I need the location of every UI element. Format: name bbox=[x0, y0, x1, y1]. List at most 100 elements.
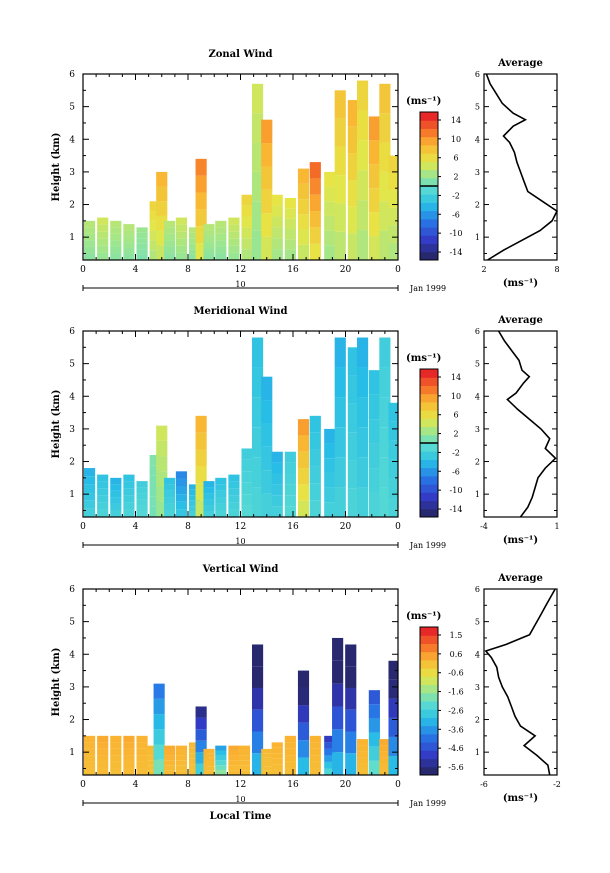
data-column-25-seg-4 bbox=[356, 751, 369, 758]
data-column-15-seg-3 bbox=[238, 760, 251, 766]
data-column-25-seg-3 bbox=[356, 757, 369, 764]
colorbar-swatch bbox=[420, 144, 438, 154]
data-column-13-seg-5 bbox=[215, 227, 227, 234]
data-column-27-seg-5 bbox=[379, 113, 391, 143]
data-column-24-seg-2 bbox=[347, 206, 359, 234]
data-column-2-seg-2 bbox=[97, 245, 109, 253]
average-y-tick-label: 1 bbox=[475, 748, 480, 757]
data-column-15-seg-1 bbox=[241, 505, 253, 517]
average-y-tick-label: 2 bbox=[475, 201, 480, 210]
data-column-3-seg-3 bbox=[110, 240, 122, 247]
average-x-tick-label: 2 bbox=[481, 265, 486, 274]
data-column-10-seg-3 bbox=[188, 500, 201, 507]
data-column-7-seg-5 bbox=[153, 698, 165, 715]
data-columns bbox=[83, 337, 398, 517]
data-column-28-seg-1 bbox=[388, 497, 398, 517]
data-column-16-seg-6 bbox=[251, 337, 264, 368]
data-column-6-seg-1 bbox=[149, 250, 161, 260]
data-column-22-seg-2 bbox=[324, 761, 336, 769]
data-column-2-seg-2 bbox=[97, 502, 109, 510]
data-column-3-seg-5 bbox=[110, 484, 122, 491]
data-column-11-seg-3 bbox=[195, 740, 207, 753]
average-frame bbox=[483, 588, 558, 776]
data-column-10-seg-4 bbox=[188, 238, 201, 244]
data-column-15-seg-4 bbox=[241, 216, 253, 228]
colorbar-swatch bbox=[420, 492, 438, 502]
data-column-10-seg-1 bbox=[188, 511, 201, 517]
colorbar-swatch bbox=[420, 676, 438, 686]
colorbar-tick-label: 10 bbox=[451, 135, 461, 144]
colorbar-tick-label: 14 bbox=[451, 373, 461, 382]
data-column-7-seg-6 bbox=[156, 425, 168, 441]
data-column-9-seg-3 bbox=[175, 238, 188, 246]
average-y-tick-label: 6 bbox=[475, 70, 480, 79]
data-column-1-seg-2 bbox=[83, 246, 96, 254]
colorbar-tick-label: -10 bbox=[450, 486, 463, 495]
date-marker: 10 bbox=[235, 795, 245, 804]
data-column-18-seg-5 bbox=[271, 462, 283, 474]
data-column-26-seg-1 bbox=[368, 760, 380, 775]
colorbar-swatch bbox=[420, 717, 438, 727]
data-column-25-seg-6 bbox=[356, 337, 369, 368]
data-column-9-seg-2 bbox=[175, 501, 188, 510]
y-tick-label: 3 bbox=[69, 683, 75, 693]
data-column-28-seg-3 bbox=[388, 717, 398, 737]
data-column-5-seg-6 bbox=[136, 735, 148, 743]
data-column-15-seg-4 bbox=[238, 755, 251, 761]
y-tick-label: 2 bbox=[69, 716, 75, 726]
data-column-5-seg-3 bbox=[136, 243, 148, 250]
colorbar-tick-label: -2.6 bbox=[448, 706, 463, 715]
colorbar-tick-label: 2 bbox=[453, 430, 458, 439]
data-column-19-seg-3 bbox=[284, 755, 296, 762]
data-column-7-seg-5 bbox=[156, 186, 168, 202]
data-column-20-seg-2 bbox=[297, 740, 310, 758]
data-column-28-seg-2 bbox=[388, 225, 398, 243]
data-column-18-seg-1 bbox=[271, 769, 283, 775]
data-column-8-seg-3 bbox=[164, 497, 176, 504]
data-column-6-seg-2 bbox=[149, 240, 161, 251]
data-column-11-seg-6 bbox=[195, 706, 207, 718]
data-column-8-seg-4 bbox=[164, 490, 176, 498]
data-column-24-seg-6 bbox=[347, 347, 359, 376]
colorbar-swatch bbox=[420, 467, 438, 477]
data-column-7-seg-6 bbox=[153, 683, 165, 699]
data-column-26-seg-3 bbox=[368, 188, 380, 213]
colorbar-swatch bbox=[420, 750, 438, 760]
data-column-28-seg-6 bbox=[388, 155, 398, 173]
data-column-18-seg-6 bbox=[271, 742, 283, 748]
data-column-22-seg-1 bbox=[324, 502, 336, 517]
data-column-23-seg-6 bbox=[332, 637, 344, 661]
data-column-6-seg-6 bbox=[146, 745, 159, 751]
colorbar-swatch bbox=[420, 161, 438, 171]
data-column-1-seg-5 bbox=[83, 227, 96, 234]
data-column-20-seg-6 bbox=[297, 670, 310, 688]
data-column-25-seg-4 bbox=[356, 140, 369, 171]
data-column-27-seg-1 bbox=[379, 230, 391, 260]
data-column-4-seg-3 bbox=[123, 755, 135, 762]
x-tick-label: 12 bbox=[235, 265, 246, 275]
data-column-4-seg-4 bbox=[123, 236, 135, 243]
colorbar-swatch bbox=[420, 500, 438, 510]
colorbar-swatch bbox=[420, 684, 438, 694]
data-column-20-seg-2 bbox=[297, 484, 310, 501]
data-column-8-seg-3 bbox=[164, 760, 176, 766]
data-column-17-seg-3 bbox=[261, 761, 273, 767]
data-column-12-seg-1 bbox=[203, 511, 215, 517]
data-column-18-seg-4 bbox=[271, 473, 283, 485]
data-column-17-seg-4 bbox=[261, 166, 273, 190]
colorbar-swatch bbox=[420, 426, 438, 436]
average-x-tick-label: 8 bbox=[554, 265, 559, 274]
data-column-16-seg-1 bbox=[251, 753, 264, 775]
colorbar-tick-label: -6 bbox=[452, 467, 460, 476]
data-column-13-seg-4 bbox=[215, 490, 227, 498]
data-column-22-seg-2 bbox=[324, 230, 336, 246]
colorbar-swatch bbox=[420, 668, 438, 677]
data-column-5-seg-5 bbox=[136, 232, 148, 239]
y-axis-ticks: 1 2 3 4 5 6 bbox=[69, 327, 398, 511]
average-x-tick-label: -2 bbox=[553, 780, 561, 789]
data-column-22-seg-6 bbox=[324, 171, 336, 187]
average-y-tick-label: 3 bbox=[475, 683, 480, 692]
data-column-4-seg-6 bbox=[123, 735, 135, 743]
data-column-19-seg-2 bbox=[284, 495, 296, 507]
